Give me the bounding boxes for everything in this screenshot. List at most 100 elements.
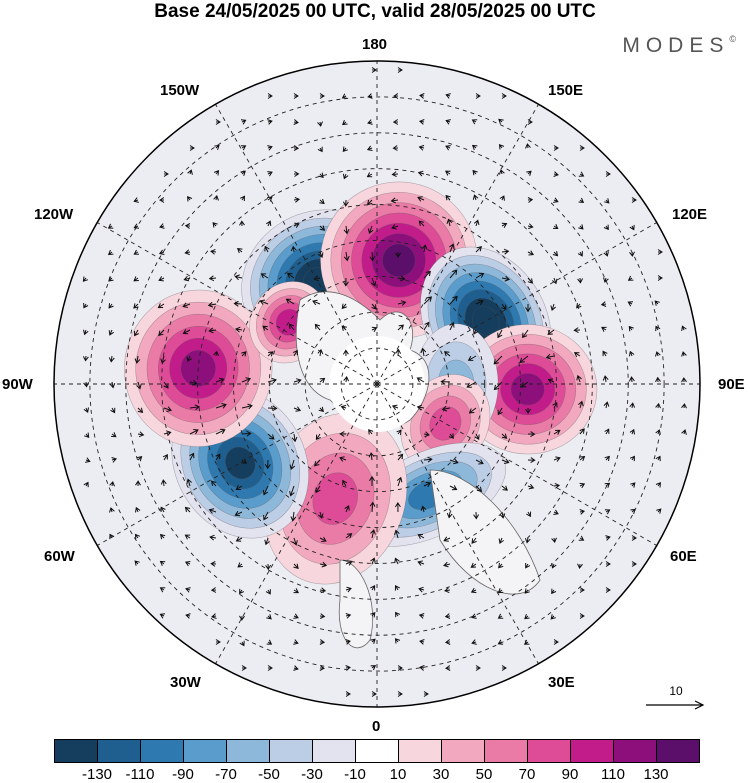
wind-arrow [443,536,451,542]
colorbar-segment [140,739,184,763]
colorbar-tick-label: 30 [432,766,450,783]
wind-arrow [579,456,586,462]
lon-label-120e: 120E [672,206,708,223]
wind-arrow [629,428,635,435]
wind-arrow [84,432,90,439]
wind-arrow [497,588,504,594]
wind-arrow [293,665,299,671]
wind-arrow [497,613,504,619]
wind-arrow [627,301,634,307]
wind-arrow [550,614,556,620]
wind-arrow [423,481,432,488]
wind-arrow [262,325,269,331]
wind-arrow [524,588,530,594]
wind-arrow [163,406,172,412]
anomaly-contour [429,406,462,441]
wind-arrow [474,433,480,441]
wind-arrow [189,145,195,151]
wind-arrow [85,457,91,463]
wind-arrow [133,197,139,203]
wind-arrow [445,170,451,176]
wind-arrow [395,348,402,357]
wind-arrow [263,511,269,521]
wind-arrow [470,562,477,568]
lon-label-60e: 60E [670,548,697,565]
wind-arrow [605,171,611,177]
wind-arrow [578,224,584,230]
wind-arrow [656,508,662,514]
wind-arrow [579,509,586,515]
wind-arrow [234,510,243,517]
wind-arrow [159,197,165,203]
wind-arrow [215,453,221,461]
wind-arrow [109,480,115,487]
wind-arrow [501,485,508,491]
lon-label-150e: 150E [548,82,584,99]
wind-arrow [83,407,89,413]
wind-arrow [604,455,610,462]
wind-arrow [449,295,458,305]
wind-arrow [394,529,400,539]
colorbar-tick-label: -30 [301,766,323,783]
wind-arrow [341,325,347,332]
wind-arrow [501,222,508,228]
wind-arrow [553,429,561,435]
wind-arrow [210,587,217,593]
wind-arrow [551,588,557,595]
wind-arrow [628,325,634,332]
wind-arrow [137,407,144,414]
colorbar-tick-label: -130 [81,766,113,783]
wind-arrow [629,455,635,462]
wind-arrow [524,537,531,544]
wind-arrow [578,535,585,541]
wind-arrow [293,119,299,125]
wind-arrow [266,220,272,227]
wind-arrow [162,454,168,461]
wind-arrow [371,326,378,333]
wind-arrow [527,197,534,203]
wind-arrow [266,614,272,620]
map-title: Base 24/05/2025 00 UTC, valid 28/05/2025… [154,1,596,22]
colorbar-tick-label: -10 [344,766,366,783]
latitude-circle [304,311,450,457]
wind-arrow [526,170,532,176]
wind-arrow [603,224,609,231]
wind-arrow [136,381,142,390]
wind-arrow [418,144,425,151]
lon-label-120w: 120W [34,206,74,223]
wind-arrow [133,303,139,309]
colorbar-tick-label: 130 [643,766,669,783]
wind-arrow [475,299,484,306]
wind-arrow [628,350,635,357]
wind-arrow [657,249,663,255]
wind-arrow [209,534,217,541]
lon-label-0: 0 [372,718,381,735]
wind-arrow [240,145,247,151]
wind-arrow [182,329,191,335]
wind-arrow [552,401,558,409]
wind-arrow [317,146,323,153]
wind-arrow [293,145,300,151]
wind-arrow [318,251,324,258]
wind-arrow [419,93,425,99]
wind-arrow [498,144,505,150]
wind-arrow [345,691,351,697]
wind-arrow [213,194,219,201]
wind-arrow [498,537,504,544]
wind-arrow [108,276,114,282]
wind-arrow [314,459,321,467]
wind-arrow [370,277,377,287]
colorbar-tick-label: -70 [215,766,237,783]
wind-arrow [475,272,485,279]
wind-arrow [629,224,635,231]
colorbar-tick-label: 10 [389,766,407,783]
wind-arrow [159,613,166,619]
wind-arrow [110,407,116,414]
colorbar-segment [226,739,270,763]
wind-arrow [82,355,89,362]
wind-arrow [423,321,430,331]
wind-arrow [423,691,429,697]
wind-arrow [319,225,326,231]
wind-arrow [579,428,585,435]
wind-arrow [287,272,295,279]
